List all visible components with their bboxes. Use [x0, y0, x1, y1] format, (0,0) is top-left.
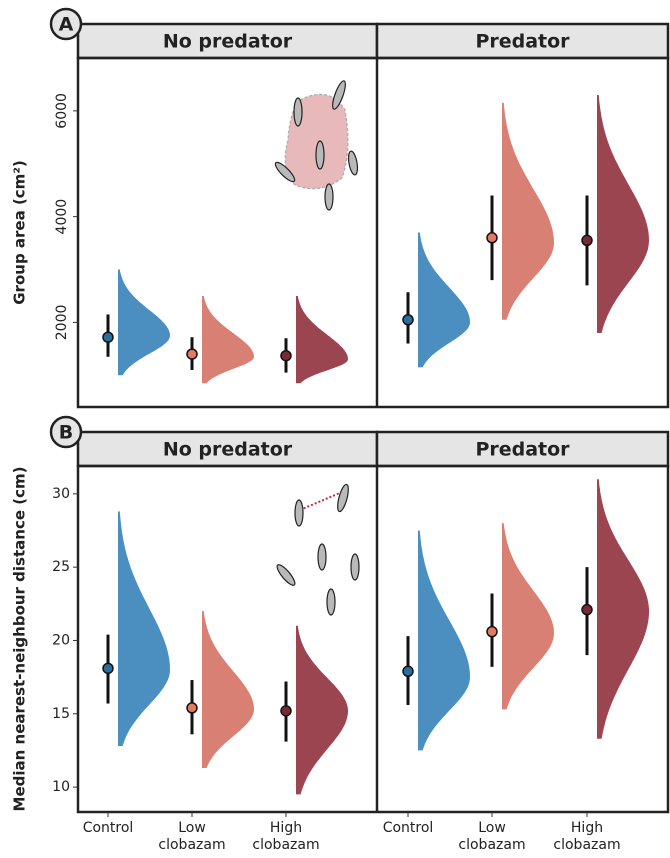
- half-violin: [502, 103, 554, 320]
- illustration-b: [275, 483, 359, 615]
- half-violin: [597, 479, 649, 739]
- y-tick-label: 10: [52, 779, 70, 795]
- mean-point: [487, 627, 497, 637]
- figure: No predator Predator A 2000 4000 6000 Group ar…: [0, 0, 670, 854]
- half-violin: [418, 233, 470, 368]
- y-tick-label: 4000: [54, 199, 70, 235]
- half-violin: [597, 95, 649, 333]
- y-tick-label: 6000: [54, 93, 70, 129]
- mean-point: [187, 703, 197, 713]
- mean-point: [103, 663, 113, 673]
- y-axis-label: Group area (cm²): [11, 160, 29, 305]
- x-tick-label: Control: [383, 820, 434, 836]
- facet-title: Predator: [475, 31, 570, 53]
- y-axis-label: Median nearest-neighbour distance (cm): [11, 467, 29, 812]
- plot-frame: [78, 58, 668, 407]
- mean-point: [582, 605, 592, 615]
- mean-point: [281, 706, 291, 716]
- x-tick-label: Control: [83, 820, 134, 836]
- half-violin: [296, 296, 348, 383]
- mean-point: [403, 315, 413, 325]
- y-tick-label: 15: [52, 706, 70, 722]
- panel-letter: A: [59, 14, 74, 36]
- panel-letter: B: [59, 422, 73, 444]
- y-tick-label: 25: [52, 559, 70, 575]
- half-violin: [418, 531, 470, 751]
- half-violin: [202, 296, 254, 383]
- half-violin: [502, 523, 554, 709]
- half-violin: [118, 511, 170, 746]
- mean-point: [403, 666, 413, 676]
- half-violin: [118, 270, 170, 376]
- y-tick-label: 30: [52, 486, 70, 502]
- half-violin: [202, 611, 254, 768]
- facet-title: No predator: [163, 439, 293, 461]
- y-tick-label: 20: [52, 632, 70, 648]
- mean-point: [103, 332, 113, 342]
- mean-point: [187, 349, 197, 359]
- mean-point: [487, 233, 497, 243]
- facet-title: Predator: [475, 439, 570, 461]
- mean-point: [281, 351, 291, 361]
- y-tick-label: 2000: [54, 305, 70, 341]
- half-violin: [296, 626, 348, 795]
- facet-title: No predator: [163, 31, 293, 53]
- plot-frame: [78, 466, 668, 812]
- illustration-a: [273, 80, 359, 210]
- mean-point: [582, 235, 592, 245]
